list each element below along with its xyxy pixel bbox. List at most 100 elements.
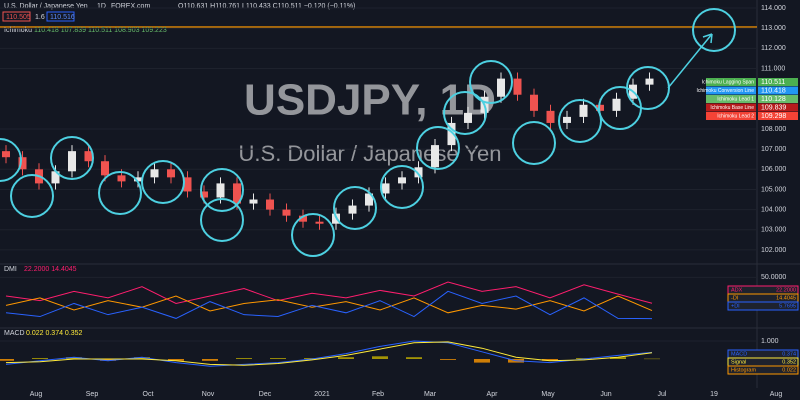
legend-name: MACD: [731, 351, 747, 357]
y-tick-label: 103.000: [761, 227, 786, 234]
histogram-bar: [202, 359, 218, 361]
y-tick-label: 1.000: [761, 338, 779, 345]
x-tick-label: Feb: [372, 391, 384, 398]
y-tick-label: 50.0000: [761, 274, 786, 281]
highlight-circle: [50, 136, 94, 180]
arrow-head: [702, 33, 713, 44]
legend-name: Signal: [731, 359, 746, 365]
candle-body: [101, 161, 109, 176]
candle-body: [381, 183, 390, 194]
candle-body: [645, 78, 654, 85]
x-tick-label: Dec: [259, 391, 272, 398]
price-value-box: [758, 103, 798, 112]
ichimoku-values: 110.418 107.839 110.511 108.903 109.223: [34, 27, 167, 34]
histogram-bar: [32, 358, 48, 359]
histogram-bar: [610, 357, 626, 359]
candle-body: [315, 221, 324, 224]
x-tick-label: 2021: [314, 391, 330, 398]
histogram-bar: [440, 359, 456, 360]
price-label-box: [706, 95, 756, 103]
exchange: FOREX.com: [111, 3, 150, 10]
ask-box[interactable]: [46, 11, 75, 22]
highlight-circle: [416, 126, 460, 170]
y-tick-label: 108.000: [761, 126, 786, 133]
highlight-circle: [380, 165, 424, 209]
legend-name: ADX: [731, 287, 743, 293]
candle-body: [150, 169, 159, 178]
price-label-name: Ichimoku Base Line: [710, 105, 754, 111]
price-label-name: Ichimoku Lead 2: [717, 113, 754, 119]
legend-box: [727, 301, 799, 311]
highlight-circle: [291, 213, 335, 257]
x-tick-label: Jul: [658, 391, 667, 398]
y-tick-label: 112.000: [761, 45, 786, 52]
legend-value: 14.4045: [776, 295, 796, 301]
highlight-circle: [141, 160, 185, 204]
bid[interactable]: 110.505: [6, 14, 31, 21]
histogram-bar: [66, 357, 82, 359]
legend-name: Histogram: [731, 367, 756, 373]
histogram-bar: [100, 359, 116, 361]
candle-body: [134, 177, 142, 182]
trend-arrow: [667, 33, 713, 89]
x-tick-label: Aug: [770, 391, 783, 398]
legend-value: 0.352: [782, 359, 796, 365]
indicator-line: [5, 340, 653, 367]
dmi-values: 22.2000 14.4045: [24, 266, 77, 273]
candle-body: [431, 145, 439, 168]
indicator-line: [5, 341, 653, 366]
x-tick-label: 19: [710, 391, 718, 398]
candle-body: [68, 151, 76, 172]
y-tick-label: 104.000: [761, 206, 786, 213]
candle-body: [447, 122, 456, 146]
ohlc: O110.631 H110.761 L110.433 C110.511 −0.1…: [178, 3, 355, 10]
symbol-title: U.S. Dollar / Japanese Yen: [4, 3, 88, 10]
indicator-line: [5, 295, 653, 314]
interval: 1D: [97, 3, 106, 10]
y-tick-label: 106.000: [761, 166, 786, 173]
highlight-circle: [443, 91, 487, 135]
histogram-bar: [236, 358, 252, 359]
watermark-description: U.S. Dollar / Japanese Yen: [239, 141, 502, 166]
price-label-name: Ichimoku Lead 1: [717, 96, 754, 102]
highlight-circle: [333, 186, 377, 230]
price-value-box: [758, 112, 798, 120]
ichimoku-label: Ichimoku: [4, 27, 32, 34]
price-label-value: 110.511: [761, 79, 785, 86]
x-tick-label: May: [541, 391, 555, 398]
histogram-bar: [270, 358, 286, 359]
x-tick-label: Aug: [30, 391, 43, 398]
highlight-circle: [98, 171, 142, 215]
indicator-line: [5, 281, 653, 304]
histogram-bar: [168, 359, 184, 361]
ask[interactable]: 110.516: [50, 14, 75, 21]
candle-body: [51, 171, 60, 184]
x-tick-label: Nov: [202, 391, 215, 398]
y-tick-label: 105.000: [761, 186, 786, 193]
highlight-circle: [200, 168, 244, 212]
candle-body: [18, 157, 27, 170]
histogram-bar: [338, 357, 354, 359]
histogram-bar: [0, 359, 14, 361]
candle-body: [579, 104, 588, 117]
candle-body: [167, 169, 175, 178]
histogram-bar: [644, 358, 660, 360]
candle-body: [233, 183, 241, 204]
x-tick-label: Oct: [143, 391, 154, 398]
candle-body: [266, 199, 274, 210]
histogram-bar: [542, 359, 558, 361]
candle-body: [200, 191, 208, 198]
x-tick-label: Jun: [600, 391, 611, 398]
candle-body: [398, 177, 406, 184]
macd-values: 0.022 0.374 0.352: [26, 330, 83, 337]
highlight-circle: [692, 8, 736, 52]
histogram-bar: [372, 356, 388, 359]
candle-body: [464, 112, 472, 123]
y-tick-label: 102.000: [761, 247, 786, 254]
legend-value: 22.2000: [776, 287, 796, 293]
candle-body: [216, 183, 225, 198]
price-label-value: 109.839: [761, 104, 786, 111]
highlight-circle: [0, 138, 22, 182]
bid-box[interactable]: [2, 11, 31, 22]
